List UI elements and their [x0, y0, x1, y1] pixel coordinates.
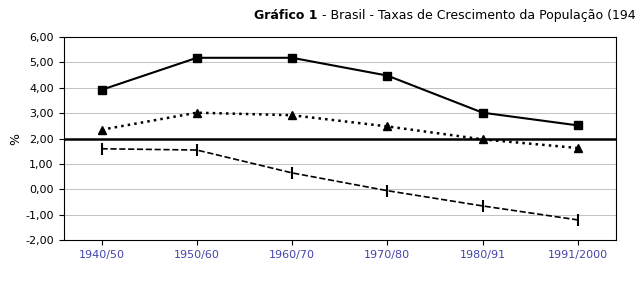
Text: Gráfico 1: Gráfico 1 [254, 9, 318, 22]
Text: - Brasil - Taxas de Crescimento da População (1940/2000): - Brasil - Taxas de Crescimento da Popul… [318, 9, 635, 22]
Y-axis label: %: % [10, 133, 22, 144]
